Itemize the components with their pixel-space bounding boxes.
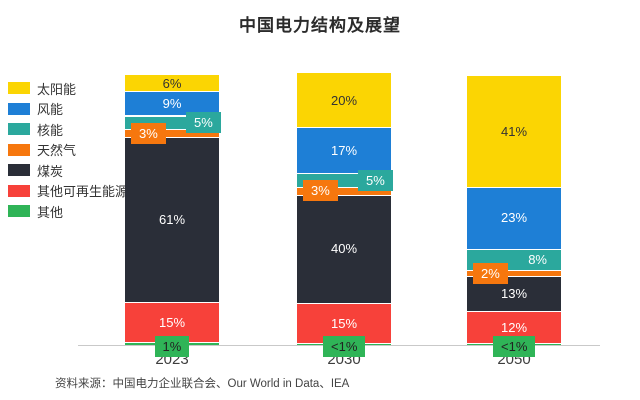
bar-segment-solar-2023 [125, 75, 219, 92]
bar-segment-natural-gas-2050 [467, 270, 561, 276]
bar-segment-wind-2030 [297, 127, 391, 174]
legend-item-coal: 煤炭 [8, 160, 128, 181]
segment-value-badge: 1% [154, 335, 190, 357]
legend-item-other: 其他 [8, 201, 128, 222]
legend-item-label: 其他 [37, 204, 64, 220]
bar-segment-wind-2050 [467, 186, 561, 249]
legend-item-label: 煤炭 [37, 163, 64, 179]
legend-item-label: 太阳能 [37, 81, 77, 97]
segment-value-badge: 5% [358, 169, 393, 191]
segment-value-badge: 3% [303, 180, 338, 202]
segment-value-badge: <1% [493, 335, 536, 357]
legend-item-label: 天然气 [37, 143, 77, 159]
legend-item-nuclear: 核能 [8, 119, 128, 140]
segment-value-badge: 3% [131, 122, 166, 144]
legend-item-other-renewables: 其他可再生能源 [8, 181, 128, 202]
legend-swatch-other-renewables [8, 184, 30, 197]
bar-segment-coal-2030 [297, 194, 391, 303]
legend-item-label: 其他可再生能源 [37, 184, 129, 200]
legend-item-natural-gas: 天然气 [8, 140, 128, 161]
bar-segment-solar-2030 [297, 73, 391, 128]
legend-swatch-natural-gas [8, 143, 30, 156]
legend-item-label: 核能 [37, 122, 64, 138]
legend: 太阳能风能核能天然气煤炭其他可再生能源 其他 [8, 78, 128, 222]
legend-swatch-solar [8, 82, 30, 95]
legend-swatch-other [8, 205, 30, 218]
legend-swatch-coal [8, 164, 30, 177]
bar-segment-wind-2023 [125, 91, 219, 116]
bar-segment-solar-2050 [467, 76, 561, 187]
source-note: 资料来源：中国电力企业联合会、Our World in Data、IEA [55, 378, 350, 390]
segment-value-badge: 2% [473, 262, 508, 284]
bar-segment-natural-gas-2030 [297, 186, 391, 195]
legend-swatch-nuclear [8, 123, 30, 136]
chart-title: 中国电力结构及展望 [239, 16, 401, 35]
legend-swatch-wind [8, 102, 30, 115]
segment-value-badge: 5% [186, 111, 221, 133]
legend-item-solar: 太阳能 [8, 78, 128, 99]
legend-item-wind: 风能 [8, 99, 128, 120]
segment-value-badge: <1% [323, 335, 366, 357]
bar-segment-natural-gas-2023 [125, 129, 219, 138]
legend-item-label: 风能 [37, 102, 64, 118]
bar-segment-coal-2023 [125, 137, 219, 302]
